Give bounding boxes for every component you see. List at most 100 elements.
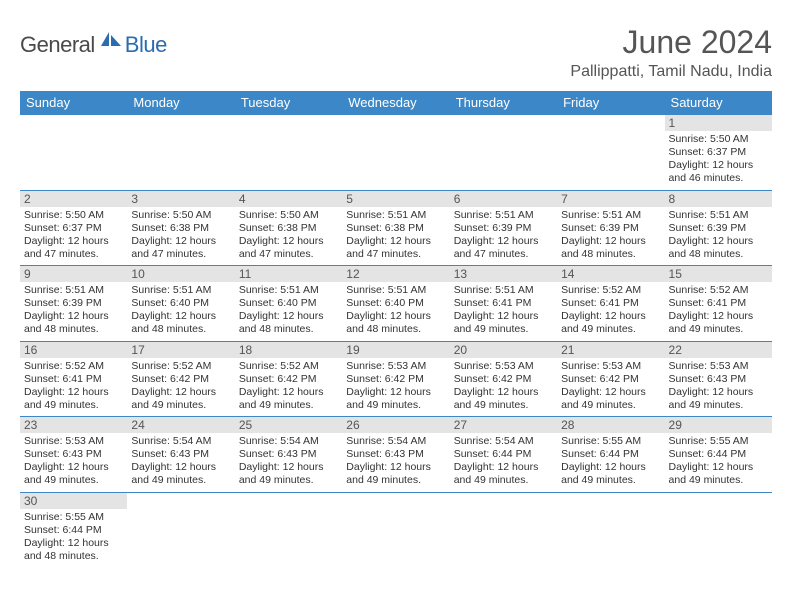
day-details: Sunrise: 5:54 AMSunset: 6:43 PMDaylight:…	[127, 433, 234, 492]
sunrise-line: Sunrise: 5:55 AM	[669, 435, 768, 448]
calendar-cell: 30Sunrise: 5:55 AMSunset: 6:44 PMDayligh…	[20, 492, 127, 567]
day-number: 2	[20, 191, 127, 207]
dl2-line: and 49 minutes.	[24, 474, 123, 487]
day-header: Friday	[557, 91, 664, 115]
day-number: 18	[235, 342, 342, 358]
dl1-line: Daylight: 12 hours	[131, 235, 230, 248]
calendar-cell: 21Sunrise: 5:53 AMSunset: 6:42 PMDayligh…	[557, 341, 664, 417]
dl1-line: Daylight: 12 hours	[669, 310, 768, 323]
day-number: 4	[235, 191, 342, 207]
calendar-cell: 7Sunrise: 5:51 AMSunset: 6:39 PMDaylight…	[557, 190, 664, 266]
day-number: 8	[665, 191, 772, 207]
sunrise-line: Sunrise: 5:53 AM	[561, 360, 660, 373]
day-details: Sunrise: 5:54 AMSunset: 6:43 PMDaylight:…	[342, 433, 449, 492]
sunrise-line: Sunrise: 5:52 AM	[669, 284, 768, 297]
day-details: Sunrise: 5:53 AMSunset: 6:43 PMDaylight:…	[665, 358, 772, 417]
calendar-cell	[450, 492, 557, 567]
sunset-line: Sunset: 6:41 PM	[24, 373, 123, 386]
day-number: 7	[557, 191, 664, 207]
day-details: Sunrise: 5:51 AMSunset: 6:39 PMDaylight:…	[20, 282, 127, 341]
sunset-line: Sunset: 6:42 PM	[131, 373, 230, 386]
dl2-line: and 49 minutes.	[131, 474, 230, 487]
day-details: Sunrise: 5:50 AMSunset: 6:38 PMDaylight:…	[235, 207, 342, 266]
day-details: Sunrise: 5:51 AMSunset: 6:41 PMDaylight:…	[450, 282, 557, 341]
sunset-line: Sunset: 6:42 PM	[239, 373, 338, 386]
logo-text-blue: Blue	[125, 32, 167, 58]
day-number: 27	[450, 417, 557, 433]
dl1-line: Daylight: 12 hours	[669, 461, 768, 474]
day-number: 6	[450, 191, 557, 207]
sunrise-line: Sunrise: 5:53 AM	[454, 360, 553, 373]
dl2-line: and 48 minutes.	[346, 323, 445, 336]
dl2-line: and 49 minutes.	[24, 399, 123, 412]
dl2-line: and 47 minutes.	[239, 248, 338, 261]
sunset-line: Sunset: 6:40 PM	[239, 297, 338, 310]
day-details: Sunrise: 5:52 AMSunset: 6:41 PMDaylight:…	[557, 282, 664, 341]
calendar-cell	[235, 115, 342, 191]
dl2-line: and 49 minutes.	[239, 399, 338, 412]
sunset-line: Sunset: 6:41 PM	[454, 297, 553, 310]
dl2-line: and 46 minutes.	[669, 172, 768, 185]
sunrise-line: Sunrise: 5:52 AM	[561, 284, 660, 297]
day-details: Sunrise: 5:50 AMSunset: 6:37 PMDaylight:…	[665, 131, 772, 190]
sunset-line: Sunset: 6:43 PM	[24, 448, 123, 461]
calendar-cell	[127, 492, 234, 567]
sunset-line: Sunset: 6:44 PM	[24, 524, 123, 537]
day-number: 23	[20, 417, 127, 433]
sunrise-line: Sunrise: 5:50 AM	[669, 133, 768, 146]
day-header: Wednesday	[342, 91, 449, 115]
dl2-line: and 48 minutes.	[561, 248, 660, 261]
day-number: 14	[557, 266, 664, 282]
calendar-cell: 16Sunrise: 5:52 AMSunset: 6:41 PMDayligh…	[20, 341, 127, 417]
day-details: Sunrise: 5:51 AMSunset: 6:40 PMDaylight:…	[342, 282, 449, 341]
day-number: 1	[665, 115, 772, 131]
sail-icon	[99, 30, 123, 53]
sunrise-line: Sunrise: 5:50 AM	[239, 209, 338, 222]
sunset-line: Sunset: 6:40 PM	[131, 297, 230, 310]
calendar-cell: 9Sunrise: 5:51 AMSunset: 6:39 PMDaylight…	[20, 266, 127, 342]
day-number: 17	[127, 342, 234, 358]
sunrise-line: Sunrise: 5:50 AM	[131, 209, 230, 222]
calendar-cell: 2Sunrise: 5:50 AMSunset: 6:37 PMDaylight…	[20, 190, 127, 266]
calendar-cell: 3Sunrise: 5:50 AMSunset: 6:38 PMDaylight…	[127, 190, 234, 266]
calendar-cell: 14Sunrise: 5:52 AMSunset: 6:41 PMDayligh…	[557, 266, 664, 342]
sunrise-line: Sunrise: 5:51 AM	[454, 284, 553, 297]
day-number: 13	[450, 266, 557, 282]
day-details: Sunrise: 5:51 AMSunset: 6:38 PMDaylight:…	[342, 207, 449, 266]
day-header: Saturday	[665, 91, 772, 115]
dl2-line: and 47 minutes.	[346, 248, 445, 261]
dl2-line: and 48 minutes.	[24, 323, 123, 336]
day-number	[450, 493, 557, 509]
dl2-line: and 49 minutes.	[669, 474, 768, 487]
sunset-line: Sunset: 6:39 PM	[669, 222, 768, 235]
sunrise-line: Sunrise: 5:54 AM	[131, 435, 230, 448]
dl1-line: Daylight: 12 hours	[131, 461, 230, 474]
day-details: Sunrise: 5:53 AMSunset: 6:42 PMDaylight:…	[557, 358, 664, 417]
calendar-cell: 1Sunrise: 5:50 AMSunset: 6:37 PMDaylight…	[665, 115, 772, 191]
calendar-cell: 23Sunrise: 5:53 AMSunset: 6:43 PMDayligh…	[20, 417, 127, 493]
sunrise-line: Sunrise: 5:54 AM	[239, 435, 338, 448]
day-number	[557, 493, 664, 509]
sunrise-line: Sunrise: 5:50 AM	[24, 209, 123, 222]
sunrise-line: Sunrise: 5:55 AM	[561, 435, 660, 448]
calendar-cell: 18Sunrise: 5:52 AMSunset: 6:42 PMDayligh…	[235, 341, 342, 417]
calendar-cell: 20Sunrise: 5:53 AMSunset: 6:42 PMDayligh…	[450, 341, 557, 417]
dl1-line: Daylight: 12 hours	[669, 386, 768, 399]
day-details: Sunrise: 5:51 AMSunset: 6:39 PMDaylight:…	[450, 207, 557, 266]
sunset-line: Sunset: 6:40 PM	[346, 297, 445, 310]
dl1-line: Daylight: 12 hours	[346, 386, 445, 399]
dl2-line: and 49 minutes.	[346, 399, 445, 412]
day-number: 21	[557, 342, 664, 358]
dl1-line: Daylight: 12 hours	[669, 235, 768, 248]
calendar-cell	[557, 492, 664, 567]
calendar-cell: 15Sunrise: 5:52 AMSunset: 6:41 PMDayligh…	[665, 266, 772, 342]
calendar-cell: 12Sunrise: 5:51 AMSunset: 6:40 PMDayligh…	[342, 266, 449, 342]
calendar-cell	[450, 115, 557, 191]
day-details: Sunrise: 5:51 AMSunset: 6:39 PMDaylight:…	[665, 207, 772, 266]
day-details: Sunrise: 5:52 AMSunset: 6:42 PMDaylight:…	[127, 358, 234, 417]
day-details: Sunrise: 5:54 AMSunset: 6:43 PMDaylight:…	[235, 433, 342, 492]
day-number: 5	[342, 191, 449, 207]
sunset-line: Sunset: 6:38 PM	[239, 222, 338, 235]
calendar-week-row: 9Sunrise: 5:51 AMSunset: 6:39 PMDaylight…	[20, 266, 772, 342]
sunset-line: Sunset: 6:44 PM	[669, 448, 768, 461]
